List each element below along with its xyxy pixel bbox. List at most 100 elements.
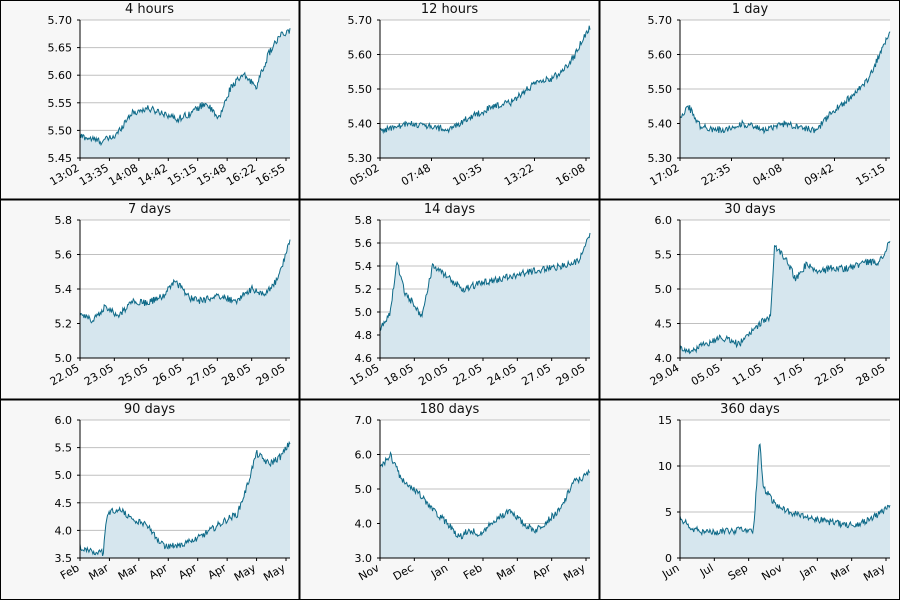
x-tick-label: Dec xyxy=(391,561,416,583)
y-tick-label: 5.30 xyxy=(648,152,673,165)
y-tick-label: 3.5 xyxy=(55,552,73,565)
x-tick-label: May xyxy=(261,561,288,584)
x-tick-label: 16:22 xyxy=(224,161,258,188)
x-tick-label: 29.05 xyxy=(554,361,588,388)
series-area xyxy=(680,444,890,558)
x-tick-label: 15.05 xyxy=(348,361,382,388)
y-tick-label: 5.70 xyxy=(648,14,673,27)
y-tick-label: 5.55 xyxy=(48,97,73,110)
x-tick-label: Mar xyxy=(116,561,141,583)
y-tick-label: 5.4 xyxy=(355,260,373,273)
x-tick-label: Mar xyxy=(86,561,111,583)
y-tick-label: 5.50 xyxy=(348,83,373,96)
y-tick-label: 4.8 xyxy=(355,329,373,342)
x-tick-label: 11.05 xyxy=(730,361,764,388)
chart-title: 1 day xyxy=(731,2,769,17)
series-area xyxy=(80,442,290,558)
y-tick-label: 5.0 xyxy=(655,283,673,296)
x-tick-label: May xyxy=(232,561,259,584)
series-area xyxy=(80,239,290,358)
y-tick-label: 5.0 xyxy=(355,306,373,319)
series-line xyxy=(379,451,591,540)
x-tick-label: 17.05 xyxy=(771,361,805,388)
x-tick-label: 29.05 xyxy=(254,361,288,388)
x-tick-label: 15:15 xyxy=(854,161,888,188)
x-tick-label: 15:15 xyxy=(165,161,199,188)
x-tick-label: 10:35 xyxy=(451,161,485,188)
y-tick-label: 5.40 xyxy=(348,118,373,131)
series-area xyxy=(680,241,890,358)
x-tick-label: 13:22 xyxy=(502,161,536,188)
y-tick-label: 5.50 xyxy=(648,83,673,96)
x-tick-label: 28.05 xyxy=(219,361,253,388)
x-tick-label: Jan xyxy=(428,561,450,581)
x-tick-label: 24.05 xyxy=(485,361,519,388)
x-tick-label: 13:35 xyxy=(77,161,111,188)
chart-svg: 5.30 5.40 5.50 5.60 5.70 17:02 22:35 04:08 09:42… xyxy=(648,14,891,188)
y-tick-label: 5.5 xyxy=(55,442,73,455)
y-tick-label: 5 xyxy=(665,506,672,519)
series-area xyxy=(80,28,290,159)
y-tick-label: 5.4 xyxy=(55,283,73,296)
y-tick-label: 4.5 xyxy=(655,318,673,331)
y-tick-label: 4.0 xyxy=(655,352,673,365)
chart-panel: 360 days 0 5 10 15 Jun Jul Sep Nov Jan Mar May xyxy=(600,400,900,600)
series-area xyxy=(380,25,590,159)
x-tick-label: 05.05 xyxy=(689,361,723,388)
y-tick-label: 0 xyxy=(665,552,672,565)
y-tick-label: 6.0 xyxy=(355,449,373,462)
x-tick-label: 16:08 xyxy=(554,161,588,188)
x-tick-label: Apr xyxy=(206,561,229,582)
chart-panel: 12 hours 5.30 5.40 5.50 5.60 5.70 05:02 07:48 10… xyxy=(300,0,599,199)
y-tick-label: 5.60 xyxy=(48,69,73,82)
x-tick-label: 18.05 xyxy=(382,361,416,388)
x-tick-label: 23.05 xyxy=(82,361,116,388)
chart-panel: 1 day 5.30 5.40 5.50 5.60 5.70 17:02 22:35 04:08… xyxy=(600,0,900,199)
x-tick-label: 22.05 xyxy=(48,361,82,388)
x-tick-label: Mar xyxy=(494,561,519,583)
chart-title: 7 days xyxy=(127,202,172,217)
x-tick-label: 28.05 xyxy=(854,361,888,388)
x-tick-label: May xyxy=(861,561,888,584)
series-line xyxy=(79,239,291,324)
y-tick-label: 5.2 xyxy=(55,318,73,331)
x-tick-label: 22.05 xyxy=(451,361,485,388)
y-tick-label: 5.60 xyxy=(648,49,673,62)
x-tick-label: Jan xyxy=(797,561,819,581)
chart-title: 30 days xyxy=(724,202,776,217)
series-line xyxy=(379,25,591,135)
x-tick-label: 07:48 xyxy=(399,161,433,188)
y-tick-label: 3.0 xyxy=(355,552,373,565)
y-tick-label: 4.5 xyxy=(55,497,73,510)
x-tick-label: 04:08 xyxy=(751,161,785,188)
x-tick-label: 14:08 xyxy=(106,161,140,188)
x-tick-label: Apr xyxy=(176,561,199,582)
chart-svg: 0 5 10 15 Jun Jul Sep Nov Jan Mar May xyxy=(658,414,891,584)
series-line xyxy=(79,440,291,557)
y-tick-label: 5.8 xyxy=(355,214,373,227)
y-tick-label: 5.60 xyxy=(348,49,373,62)
y-tick-label: 6.0 xyxy=(55,414,73,427)
x-tick-label: 22.05 xyxy=(813,361,847,388)
x-tick-label: Nov xyxy=(759,561,785,583)
chart-panel: 180 days 3.0 4.0 5.0 6.0 7.0 Nov Dec Jan Feb Mar Ap… xyxy=(300,400,599,600)
series-line xyxy=(379,232,591,332)
chart-svg: 4.6 4.8 5.0 5.2 5.4 5.6 5.8 15.05 18.05 20.05 22.0… xyxy=(348,214,591,388)
chart-title: 180 days xyxy=(419,402,480,417)
chart-title: 90 days xyxy=(123,402,176,417)
y-tick-label: 15 xyxy=(658,414,672,427)
y-tick-label: 5.65 xyxy=(48,42,73,55)
y-tick-label: 4.6 xyxy=(355,352,373,365)
x-tick-label: 27.05 xyxy=(519,361,553,388)
x-tick-label: 27.05 xyxy=(185,361,219,388)
chart-panel: 7 days 5.0 5.2 5.4 5.6 5.8 22.05 23.05 25.05 26.0… xyxy=(0,200,299,399)
chart-panel: 90 days 3.5 4.0 4.5 5.0 5.5 6.0 Feb Mar Mar Apr Apr… xyxy=(0,400,299,600)
chart-svg: 5.30 5.40 5.50 5.60 5.70 05:02 07:48 10:35 13:22… xyxy=(348,14,591,188)
y-tick-label: 4.0 xyxy=(355,518,373,531)
chart-panel: 4 hours 5.45 5.50 5.55 5.60 5.65 5.70 13:02 13:3… xyxy=(0,0,299,199)
y-tick-label: 5.5 xyxy=(655,249,673,262)
y-tick-label: 5.50 xyxy=(48,124,73,137)
x-tick-label: Mar xyxy=(829,561,854,583)
